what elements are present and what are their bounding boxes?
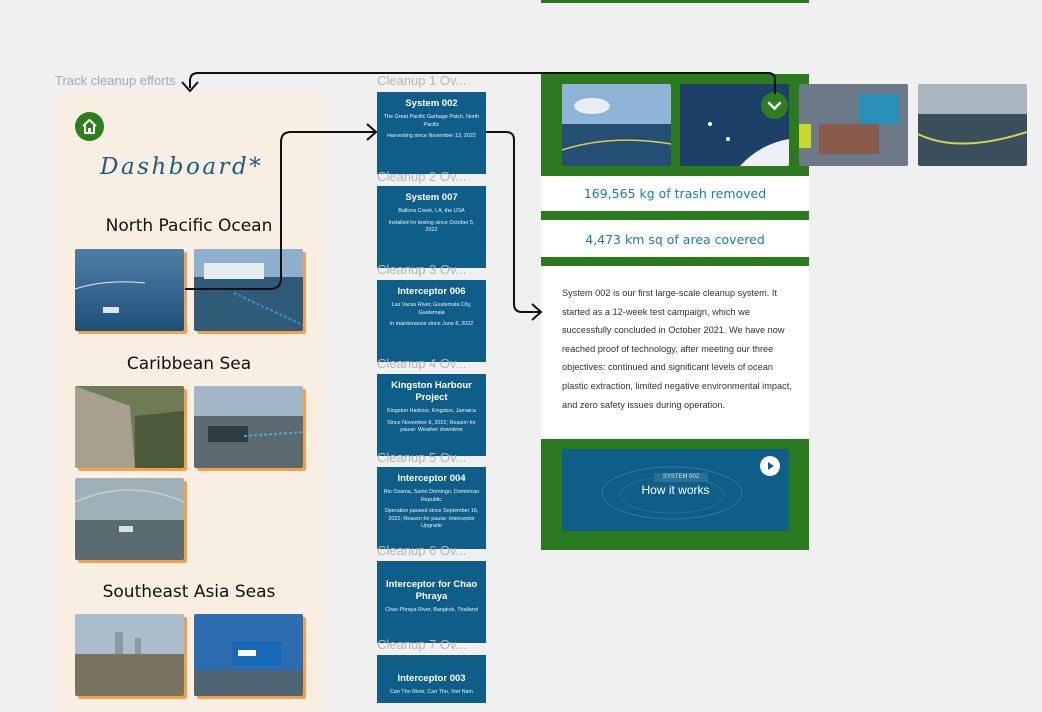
cleanup-card-3[interactable]: Interceptor 006 Las Vacas River, Guatema… <box>377 280 486 362</box>
north-pacific-photo-1[interactable] <box>75 249 184 331</box>
card-title: System 007 <box>405 192 458 203</box>
card-location: Can Tho River, Can Tho, Viet Nam <box>390 689 473 695</box>
description-box <box>541 266 809 439</box>
cleanup-4-label: Cleanup 4 Ov... <box>377 356 467 371</box>
card-title: Kingston Harbour Project <box>391 380 472 403</box>
cleanup-6-label: Cleanup 6 Ov... <box>377 543 467 558</box>
card-title: Interceptor 004 <box>397 473 466 484</box>
play-icon <box>768 462 774 470</box>
connector-arrowhead-detail <box>531 303 543 321</box>
region-north-pacific: North Pacific Ocean <box>105 216 273 236</box>
stat-trash-removed: 169,565 kg of trash removed <box>583 186 767 201</box>
cleanup-card-5[interactable]: Interceptor 004 Rio Ozama, Santo Domingo… <box>377 467 486 549</box>
dashboard-frame: Dashboard* North Pacific Ocean Caribbean… <box>55 92 323 712</box>
card-location: The Great Pacific Garbage Patch, North P… <box>383 114 480 128</box>
cleanup-7-label: Cleanup 7 Ov... <box>377 637 467 652</box>
card-location: Ballona Creek, LA, the USA <box>398 208 465 214</box>
card-location: Kingston Harbour, Kingston, Jamaica <box>387 408 476 414</box>
previous-frame-bottom <box>541 0 809 3</box>
card-status: Operation paused since September 16, 202… <box>384 508 479 529</box>
home-button[interactable] <box>75 112 104 141</box>
video-title: How it works <box>641 483 710 497</box>
cleanup-3-label: Cleanup 3 Ov... <box>377 262 467 277</box>
chevron-down-icon <box>767 101 782 111</box>
card-title: Interceptor 006 <box>397 286 466 297</box>
card-status: Since November 8, 2022; Reason for pause… <box>387 419 476 434</box>
cleanup-card-4[interactable]: Kingston Harbour Project Kingston Harbou… <box>377 374 486 456</box>
card-title: Interceptor 003 <box>397 673 466 684</box>
card-title: Interceptor for Chao Phraya <box>385 579 478 602</box>
card-location: Rio Ozama, Santo Domingo, Dominican Repu… <box>383 489 480 503</box>
card-status: Installed for testing since October 5, 2… <box>388 219 475 234</box>
card-location: Las Vacas River, Guatemala City, Guatema… <box>391 302 472 316</box>
southeast-asia-photo-2[interactable] <box>194 614 303 696</box>
region-southeast-asia: Southeast Asia Seas <box>102 582 276 602</box>
caribbean-photo-2[interactable] <box>194 386 303 468</box>
region-caribbean: Caribbean Sea <box>126 354 252 374</box>
cleanup-card-1[interactable]: System 002 The Great Pacific Garbage Pat… <box>377 92 486 174</box>
how-it-works-video[interactable]: SYSTEM 002 How it works <box>562 449 789 531</box>
stat-box-1 <box>541 176 809 211</box>
card-title: System 002 <box>405 98 458 109</box>
cleanup-card-6[interactable]: Interceptor for Chao Phraya Chao Phraya … <box>377 561 486 643</box>
cleanup-card-2[interactable]: System 007 Ballona Creek, LA, the USA In… <box>377 186 486 268</box>
card-location: Chao Phraya River, Bangkok, Thailand <box>385 607 478 613</box>
north-pacific-photo-2[interactable] <box>194 249 303 331</box>
cleanup-5-label: Cleanup 5 Ov... <box>377 450 467 465</box>
stat-divider-1 <box>541 211 809 220</box>
caribbean-photo-1[interactable] <box>75 386 184 468</box>
stat-divider-2 <box>541 257 809 266</box>
expand-button[interactable] <box>761 92 788 119</box>
stat-box-2 <box>541 220 809 257</box>
system-photo-4[interactable] <box>918 84 1027 166</box>
video-badge: SYSTEM 002 <box>654 473 708 482</box>
card-status: In maintenance since June 8, 2022 <box>389 321 474 327</box>
cleanup-card-7[interactable]: Interceptor 003 Can Tho River, Can Tho, … <box>377 655 486 703</box>
system-description: System 002 is our first large-scale clea… <box>562 288 792 410</box>
home-icon <box>82 119 97 134</box>
system-photo-1[interactable] <box>562 84 671 166</box>
stat-area-covered: 4,473 km sq of area covered <box>585 232 765 247</box>
dashboard-frame-label: Track cleanup efforts <box>55 73 176 88</box>
card-status: Harvesting since November 13, 2022 <box>387 133 476 139</box>
play-button[interactable] <box>760 456 780 476</box>
connector-arrowhead-card <box>366 123 378 141</box>
caribbean-photo-3[interactable] <box>75 478 184 560</box>
dashboard-title: Dashboard* <box>100 154 264 180</box>
connector-card-to-detail <box>486 131 540 313</box>
southeast-asia-photo-1[interactable] <box>75 614 184 696</box>
cleanup-1-label: Cleanup 1 Ov... <box>377 73 467 88</box>
cleanup-2-label: Cleanup 2 Ov... <box>377 169 467 184</box>
system-photo-3[interactable] <box>799 84 908 166</box>
